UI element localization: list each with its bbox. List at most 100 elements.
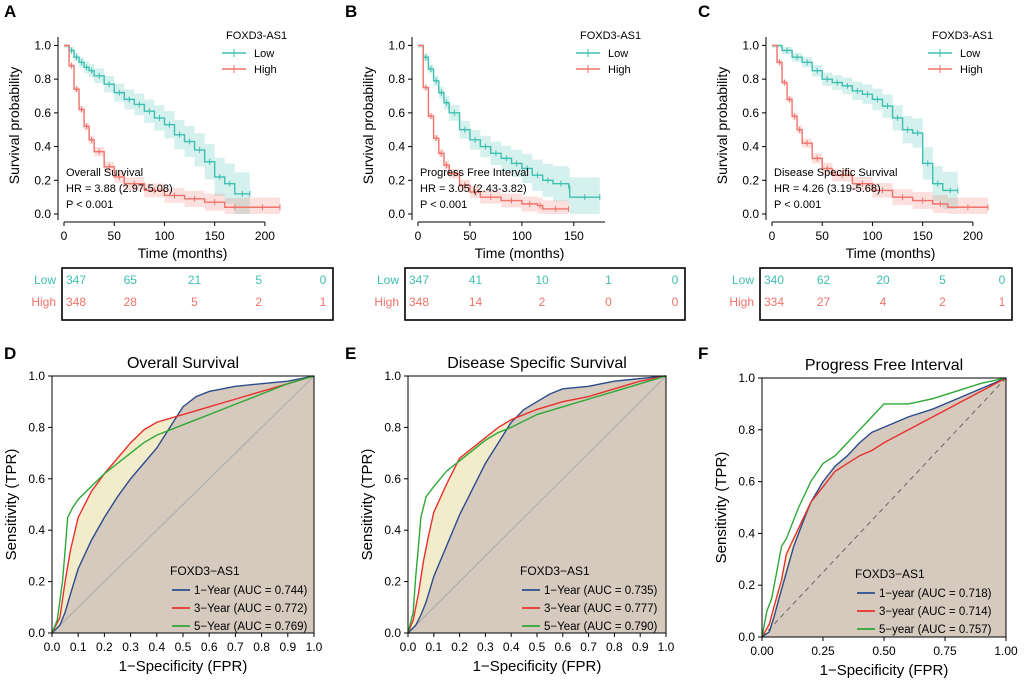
- annotation-text: P < 0.001: [66, 199, 113, 211]
- chart-title: Overall Survival: [127, 355, 239, 372]
- risk-count: 347: [409, 273, 429, 287]
- auc-fill-lower: [762, 378, 1006, 637]
- x-tick-label: 0.1: [70, 640, 87, 654]
- y-axis-title: Survival probability: [360, 67, 376, 185]
- x-tick-label: 0.50: [872, 644, 896, 658]
- risk-count: 4: [880, 295, 887, 309]
- x-tick-label: 0.0: [44, 640, 61, 654]
- risk-count: 340: [764, 273, 784, 287]
- risk-count: 1: [999, 295, 1006, 309]
- annotation-text: P < 0.001: [420, 199, 467, 211]
- roc-curve-5-year: [407, 375, 667, 634]
- y-tick-label: 1.0: [738, 371, 755, 385]
- survival-curve-high: [772, 44, 988, 208]
- risk-count: 27: [817, 295, 831, 309]
- annotation-text: Progress Free Interval: [420, 167, 529, 179]
- x-tick-label: 0.3: [122, 640, 139, 654]
- legend-title: FOXD3-AS1: [932, 30, 993, 42]
- legend-label: 5−year (AUC = 0.757): [879, 624, 992, 636]
- x-tick-label: 150: [205, 229, 225, 243]
- roc-plot-overall-survival: 0.0 0.2 0.4 0.6 0.8 1.0 0.0 0.1 0.2 0.3 0.4 0.5 0.6 0…: [3, 355, 323, 675]
- y-axis-title: Survival probability: [6, 67, 22, 185]
- legend-label: 3−year (AUC = 0.714): [879, 606, 992, 618]
- risk-count: 0: [999, 273, 1006, 287]
- risk-count: 0: [672, 273, 679, 287]
- y-tick-label: 1.0: [742, 38, 759, 52]
- roc-plot-disease-specific-survival: 0.0 0.2 0.4 0.6 0.8 1.0 0.0 0.1 0.2 0.3 0.4 0.5 0.6 0…: [359, 355, 675, 675]
- risk-count: 1: [605, 273, 612, 287]
- risk-table-frame: [759, 267, 1013, 321]
- x-tick-label: 0.75: [933, 644, 957, 658]
- confidence-band-low: [64, 45, 250, 214]
- x-tick-label: 0.8: [253, 640, 270, 654]
- annotation-text: P < 0.001: [774, 199, 821, 211]
- x-tick-label: 0.6: [201, 640, 218, 654]
- risk-count: 21: [188, 273, 202, 287]
- x-tick-label: 0.7: [227, 640, 244, 654]
- x-tick-label: 0.7: [580, 640, 597, 654]
- y-tick-label: 0.4: [34, 140, 51, 154]
- roc-curve-5-year: [51, 375, 315, 634]
- y-tick-label: 0.4: [384, 523, 401, 537]
- y-tick-label: 0.8: [384, 420, 401, 434]
- y-tick-label: 0.8: [28, 420, 45, 434]
- x-axis-title: Time (months): [475, 245, 565, 261]
- x-axis-title: 1−Specificity (FPR): [820, 662, 949, 679]
- panel-label: E: [345, 344, 356, 363]
- y-tick-label: 0.4: [738, 526, 755, 540]
- risk-table-frame: [61, 267, 334, 321]
- legend-label: Low: [254, 48, 274, 60]
- y-tick-label: 0.2: [384, 575, 401, 589]
- y-tick-label: 0.6: [34, 106, 51, 120]
- y-axis-title: Sensitivity (TPR): [3, 449, 20, 561]
- y-tick-label: 0.4: [742, 140, 759, 154]
- risk-count: 2: [539, 295, 546, 309]
- x-tick-label: 0.9: [279, 640, 296, 654]
- x-tick-label: 50: [108, 229, 122, 243]
- x-tick-label: 1.0: [658, 640, 675, 654]
- x-tick-label: 0.5: [529, 640, 546, 654]
- y-tick-label: 0.0: [384, 626, 401, 640]
- y-tick-label: 1.0: [388, 38, 405, 52]
- risk-count: 0: [672, 295, 679, 309]
- x-tick-label: 0.4: [503, 640, 520, 654]
- risk-table-row-label-low: Low: [377, 273, 399, 287]
- roc-curve-1-year: [51, 375, 315, 634]
- roc-plot-progress-free-interval: 0.0 0.2 0.4 0.6 0.8 1.0 0.00 0.25 0.50 0.75 1.00 Pr…: [713, 357, 1018, 679]
- risk-count: 0: [320, 273, 327, 287]
- x-tick-label: 100: [512, 229, 532, 243]
- risk-count: 62: [817, 273, 831, 287]
- y-tick-label: 0.6: [742, 106, 759, 120]
- x-tick-label: 200: [255, 229, 275, 243]
- y-tick-label: 0.8: [742, 72, 759, 86]
- annotation-text: Disease Specific Survival: [774, 167, 898, 179]
- risk-table-row-label-high: High: [31, 295, 56, 309]
- risk-table-row-label-high: High: [729, 295, 754, 309]
- risk-table-row-label-low: Low: [34, 273, 56, 287]
- risk-table-row-label-low: Low: [732, 273, 754, 287]
- panel-label: D: [4, 344, 16, 363]
- y-tick-label: 0.8: [388, 72, 405, 86]
- diagonal-reference-line: [51, 375, 315, 634]
- x-axis-title: Time (months): [138, 245, 228, 261]
- annotation-text: Overall Survival: [66, 167, 143, 179]
- y-tick-label: 0.4: [388, 140, 405, 154]
- risk-count: 41: [469, 273, 483, 287]
- x-tick-label: 0.25: [811, 644, 835, 658]
- risk-count: 334: [764, 295, 784, 309]
- risk-count: 14: [469, 295, 483, 309]
- confidence-band-low: [772, 45, 958, 210]
- x-tick-label: 100: [154, 229, 174, 243]
- y-tick-label: 0.2: [28, 575, 45, 589]
- x-axis-title: 1−Specificity (FPR): [119, 658, 248, 675]
- y-tick-label: 0.0: [28, 626, 45, 640]
- legend-label: 5−Year (AUC = 0.790): [544, 621, 658, 633]
- y-tick-label: 1.0: [384, 369, 401, 383]
- risk-count: 5: [939, 273, 946, 287]
- y-tick-label: 0.2: [34, 173, 51, 187]
- legend-label: Low: [960, 48, 980, 60]
- y-tick-label: 1.0: [34, 38, 51, 52]
- x-tick-label: 0.00: [750, 644, 774, 658]
